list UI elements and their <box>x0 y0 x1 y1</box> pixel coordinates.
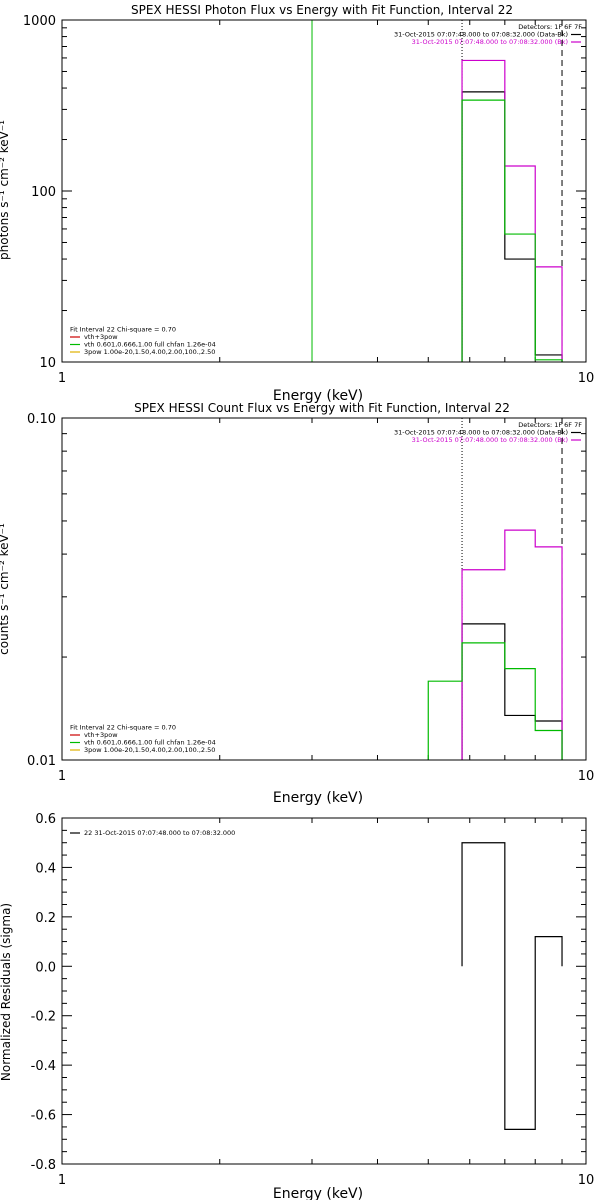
legend-entry: 3pow 1.00e-20,1.50,4.00,2.00,100.,2.50 <box>84 348 215 356</box>
count-title: SPEX HESSI Count Flux vs Energy with Fit… <box>134 401 510 415</box>
count-plot-area <box>427 418 563 760</box>
series-22 <box>461 842 563 1130</box>
x-tick-label: 1 <box>58 1173 66 1188</box>
y-tick-label: -0.8 <box>31 1158 56 1173</box>
photon-plot-frame <box>61 19 587 363</box>
series-data-bk <box>461 91 563 362</box>
y-tick-label: 0.0 <box>35 960 56 975</box>
y-tick-label: -0.6 <box>31 1109 56 1124</box>
x-tick-label: 10 <box>578 371 595 386</box>
y-tick-label: 100 <box>31 185 56 200</box>
legend-entry: 22 31-Oct-2015 07:07:48.000 to 07:08:32.… <box>84 829 235 837</box>
header-line: 31-Oct-2015 07:07:48.000 to 07:08:32.000… <box>412 436 568 444</box>
series-vth-3pow <box>461 99 563 362</box>
header-line: Detectors: 1F 6F 7F <box>518 23 582 31</box>
header-line: 31-Oct-2015 07:07:48.000 to 07:08:32.000… <box>394 429 568 437</box>
photon-xlabel: Energy (keV) <box>273 388 363 404</box>
legend-entry: vth 0.601,0.666,1.00 full chfan 1.26e-04 <box>84 739 216 747</box>
series-data-bk <box>461 623 563 760</box>
resid-legend: 22 31-Oct-2015 07:07:48.000 to 07:08:32.… <box>70 829 235 837</box>
y-tick-label: 0.01 <box>27 754 56 769</box>
header-line: Detectors: 1F 6F 7F <box>518 421 582 429</box>
resid-ylabel: Normalized Residuals (sigma) <box>0 903 13 1081</box>
y-tick-label: 0.2 <box>35 911 56 926</box>
resid-ticks: 1 10 -0.8 -0.6 -0.4 -0.2 0.0 0.2 0.4 0.6 <box>31 812 595 1188</box>
photon-flux-panel: SPEX HESSI Photon Flux vs Energy with Fi… <box>0 3 594 404</box>
legend-entry: vth+3pow <box>84 731 118 739</box>
series-vth-3pow <box>427 642 563 760</box>
count-legend: Fit Interval 22 Chi-square = 0.70vth+3po… <box>70 724 216 754</box>
y-tick-label: 10 <box>39 356 56 371</box>
legend-entry: vth 0.601,0.666,1.00 full chfan 1.26e-04 <box>84 341 216 349</box>
photon-ylabel: photons s⁻¹ cm⁻² keV⁻¹ <box>0 120 11 260</box>
photon-plot-area <box>311 20 563 362</box>
residuals-panel: Normalized Residuals (sigma) Energy (keV… <box>0 812 594 1200</box>
legend-entry: vth+3pow <box>84 333 118 341</box>
series-bk <box>461 529 563 760</box>
y-tick-label: -0.4 <box>31 1059 56 1074</box>
photon-legend: Fit Interval 22 Chi-square = 0.70vth+3po… <box>70 326 216 356</box>
legend-entry: Fit Interval 22 Chi-square = 0.70 <box>70 326 176 334</box>
x-tick-label: 10 <box>578 1173 595 1188</box>
y-tick-label: -0.2 <box>31 1010 56 1025</box>
legend-entry: 3pow 1.00e-20,1.50,4.00,2.00,100.,2.50 <box>84 746 215 754</box>
x-tick-label: 1 <box>58 769 66 784</box>
x-tick-label: 10 <box>578 769 595 784</box>
legend-entry: Fit Interval 22 Chi-square = 0.70 <box>70 724 176 732</box>
resid-plot-area <box>461 842 563 1130</box>
y-tick-label: 0.6 <box>35 812 56 827</box>
count-flux-panel: SPEX HESSI Count Flux vs Energy with Fit… <box>0 401 594 806</box>
y-tick-label: 1000 <box>23 14 56 29</box>
count-ylabel: counts s⁻¹ cm⁻² keV⁻¹ <box>0 523 11 655</box>
header-line: 31-Oct-2015 07:07:48.000 to 07:08:32.000… <box>412 38 568 46</box>
y-tick-label: 0.4 <box>35 861 56 876</box>
resid-xlabel: Energy (keV) <box>273 1186 363 1200</box>
series-bk <box>461 59 563 362</box>
count-plot-frame <box>61 417 587 761</box>
y-tick-label: 0.10 <box>27 412 56 427</box>
header-line: 31-Oct-2015 07:07:48.000 to 07:08:32.000… <box>394 31 568 39</box>
photon-title: SPEX HESSI Photon Flux vs Energy with Fi… <box>131 3 513 17</box>
resid-plot-frame <box>61 817 587 1165</box>
x-tick-label: 1 <box>58 371 66 386</box>
count-xlabel: Energy (keV) <box>273 790 363 806</box>
